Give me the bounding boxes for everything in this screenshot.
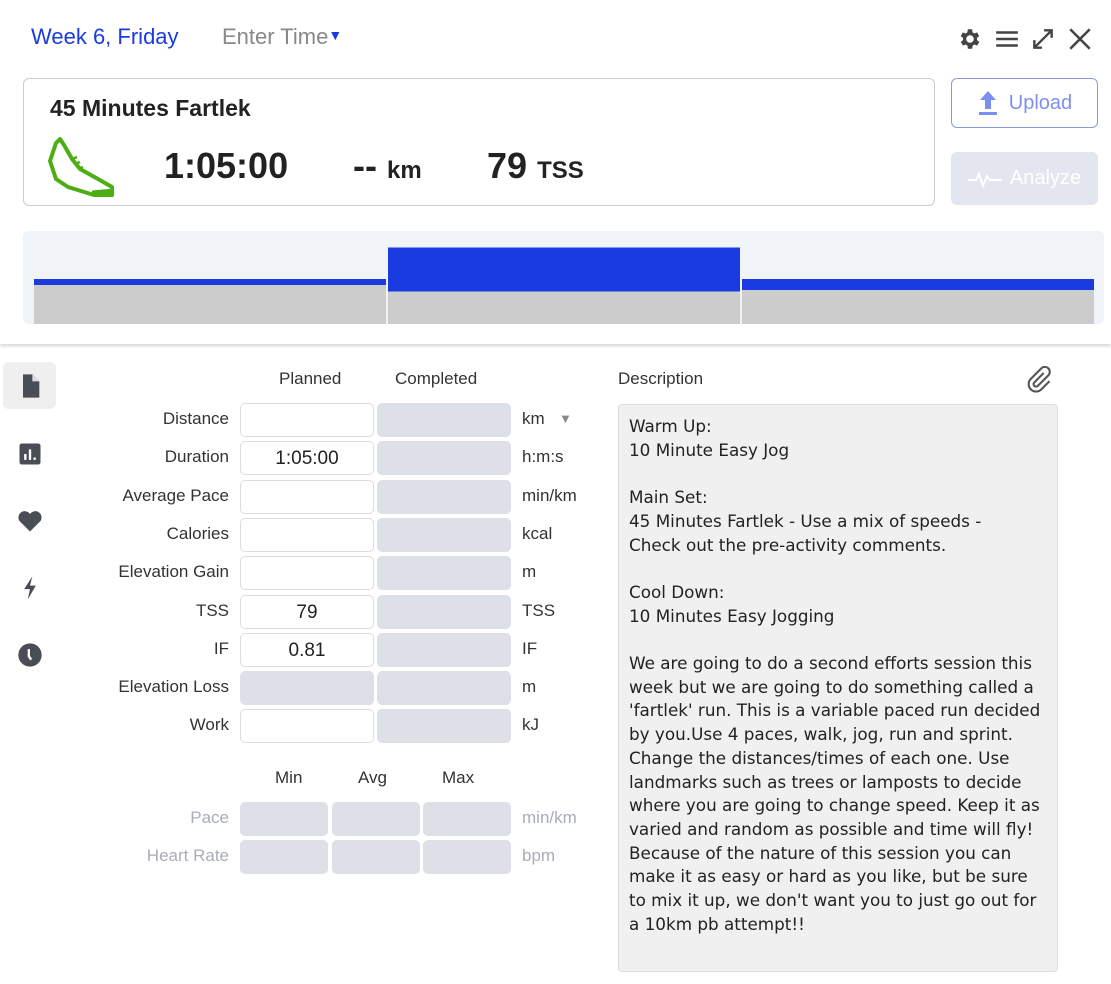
- planned-elevation-loss-input: [240, 671, 374, 706]
- heart-icon: [17, 510, 42, 531]
- unit-label: h:m:s: [522, 447, 564, 467]
- pulse-icon: [967, 170, 1002, 189]
- field-label: Elevation Gain: [118, 562, 229, 582]
- sidebar-tab-document[interactable]: [3, 362, 56, 409]
- field-label: Average Pace: [122, 485, 229, 505]
- workout-title[interactable]: 45 Minutes Fartlek: [50, 95, 251, 121]
- unit-label: TSS: [522, 600, 556, 620]
- running-shoe-icon: [48, 137, 116, 202]
- field-label: IF: [213, 638, 229, 658]
- lightning-icon: [23, 575, 36, 600]
- planned-distance-input[interactable]: [240, 403, 374, 437]
- enter-time-dropdown[interactable]: Enter Time▼: [222, 24, 342, 50]
- analyze-button[interactable]: Analyze: [951, 152, 1098, 205]
- completed-average-pace-input: [377, 479, 511, 514]
- unit-label: IF: [522, 638, 538, 658]
- upload-button[interactable]: Upload: [951, 78, 1098, 128]
- max-header: Max: [442, 768, 475, 787]
- min-header: Min: [275, 768, 303, 787]
- sidebar-tab-bar-chart[interactable]: [3, 430, 56, 477]
- field-label: Elevation Loss: [118, 677, 229, 697]
- sidebar-tab-clock[interactable]: [3, 631, 56, 678]
- clock-icon: [17, 642, 42, 667]
- planned-elevation-gain-input[interactable]: [240, 556, 374, 591]
- pace-max-input: [423, 802, 511, 836]
- unit-label: bpm: [522, 846, 556, 866]
- completed-work-input: [377, 709, 511, 744]
- week-day-link[interactable]: Week 6, Friday: [31, 24, 179, 49]
- analyze-label: Analyze: [1009, 167, 1082, 189]
- completed-elevation-gain-input: [377, 556, 511, 591]
- completed-elevation-loss-input: [377, 671, 511, 706]
- unit-dropdown-caret-icon[interactable]: ▼: [559, 411, 572, 426]
- expand-icon[interactable]: [1030, 26, 1056, 52]
- planned-work-input[interactable]: [240, 709, 374, 744]
- planned-calories-input[interactable]: [240, 517, 374, 552]
- tss-unit: TSS: [537, 157, 584, 184]
- description-label: Description: [618, 369, 704, 388]
- unit-label: m: [522, 677, 537, 697]
- segment-target-bar[interactable]: [742, 279, 1094, 290]
- field-label: Duration: [164, 447, 229, 467]
- unit-label: min/km: [522, 808, 577, 827]
- completed-tss-input: [377, 594, 511, 629]
- field-label: Work: [189, 715, 229, 735]
- workout-structure-chart[interactable]: [23, 231, 1104, 324]
- heart-rate-min-input: [240, 840, 328, 875]
- heart-rate-avg-input: [331, 840, 420, 875]
- completed-duration-input: [377, 441, 511, 476]
- bar-chart-icon: [19, 443, 40, 464]
- close-icon[interactable]: [1067, 26, 1093, 52]
- upload-label: Upload: [1008, 91, 1073, 114]
- pace-avg-input: [331, 802, 420, 836]
- tss-value: 79: [487, 145, 528, 186]
- completed-calories-input: [377, 517, 511, 552]
- segment-target-bar[interactable]: [388, 247, 740, 292]
- document-icon: [22, 373, 39, 398]
- description-textarea[interactable]: Warm Up: 10 Minute Easy Jog Main Set: 45…: [618, 404, 1058, 972]
- range-label: Heart Rate: [146, 846, 229, 866]
- range-label: Pace: [190, 808, 229, 827]
- completed-header: Completed: [395, 369, 478, 388]
- distance-value: --: [353, 145, 377, 186]
- segment-base-bar[interactable]: [34, 285, 386, 324]
- paperclip-icon[interactable]: [1025, 365, 1053, 399]
- caret-down-icon: ▼: [328, 27, 343, 43]
- unit-label: kcal: [522, 523, 553, 543]
- field-label: Calories: [166, 523, 229, 543]
- menu-icon[interactable]: [994, 26, 1020, 52]
- unit-label: min/km: [522, 485, 577, 505]
- planned-header: Planned: [279, 369, 342, 388]
- planned-if-input[interactable]: 0.81: [240, 632, 374, 667]
- distance-unit: km: [387, 157, 422, 184]
- unit-label: kJ: [522, 715, 539, 735]
- segment-base-bar[interactable]: [742, 290, 1094, 324]
- unit-label: km: [522, 409, 545, 428]
- planned-tss-input[interactable]: 79: [240, 594, 374, 629]
- completed-distance-input: [377, 403, 511, 437]
- workout-summary-card: 45 Minutes Fartlek 1:05:00 -- km 79 TSS: [23, 78, 935, 206]
- divider: [0, 340, 1111, 344]
- pace-min-input: [240, 802, 328, 836]
- enter-time-label: Enter Time: [222, 24, 329, 49]
- field-label: Distance: [162, 409, 229, 428]
- completed-if-input: [377, 632, 511, 667]
- sidebar-tab-lightning[interactable]: [3, 564, 56, 611]
- avg-header: Avg: [358, 768, 387, 787]
- sidebar-tab-heart[interactable]: [3, 497, 56, 544]
- segment-target-bar[interactable]: [34, 279, 386, 285]
- planned-duration-input[interactable]: 1:05:00: [240, 441, 374, 476]
- heart-rate-max-input: [423, 840, 511, 875]
- field-label: TSS: [195, 600, 229, 620]
- segment-base-bar[interactable]: [388, 291, 740, 325]
- unit-label: m: [522, 562, 537, 582]
- gear-icon[interactable]: [957, 26, 983, 52]
- upload-icon: [978, 91, 997, 115]
- duration-value: 1:05:00: [164, 145, 289, 186]
- planned-average-pace-input[interactable]: [240, 479, 374, 514]
